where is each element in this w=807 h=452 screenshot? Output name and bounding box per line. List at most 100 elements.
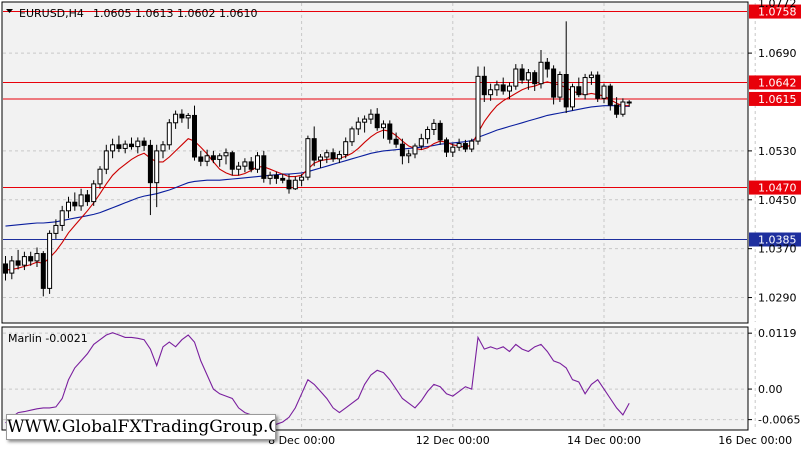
candle-body xyxy=(242,161,248,167)
candle-body xyxy=(406,153,412,157)
candle-body xyxy=(280,177,286,181)
candle-body xyxy=(349,128,355,143)
candle-body xyxy=(166,122,172,146)
candle-body xyxy=(595,74,601,99)
y-tick-label: 1.0370 xyxy=(758,243,797,256)
candle-body xyxy=(9,260,15,274)
candle-body xyxy=(412,145,418,155)
candle-body xyxy=(21,256,27,266)
time-axis: 8 Dec 00:00 12 Dec 00:00 14 Dec 00:00 16 De… xyxy=(268,434,792,447)
candle-body xyxy=(129,143,134,148)
x-tick-label: 16 Dec 00:00 xyxy=(718,434,792,447)
y-tick-label: 1.0690 xyxy=(758,47,797,60)
candle-body xyxy=(355,121,361,130)
y-tick-label: 1.0290 xyxy=(758,292,797,305)
candle-body xyxy=(72,201,78,207)
level-tag-label: 1.0758 xyxy=(758,6,797,19)
candle-body xyxy=(500,84,506,92)
level-tag-label: 1.0470 xyxy=(758,182,797,195)
candle-body xyxy=(40,253,46,289)
marlin-oscillator xyxy=(5,332,630,425)
candles xyxy=(3,21,632,297)
candle-body xyxy=(488,89,494,96)
candle-body xyxy=(324,152,330,158)
candle-body xyxy=(122,143,128,149)
candle-body xyxy=(519,68,525,81)
candle-body xyxy=(588,74,594,79)
candle-body xyxy=(141,140,147,146)
candle-body xyxy=(418,138,424,147)
indicator-tick-label: 0.00 xyxy=(758,383,783,396)
candle-body xyxy=(525,72,531,81)
candle-body xyxy=(299,176,305,181)
candle-body xyxy=(110,144,116,152)
candle-body xyxy=(147,144,153,184)
candle-body xyxy=(481,75,487,96)
level-tag-label: 1.0615 xyxy=(758,93,797,106)
candle-body xyxy=(91,183,97,203)
candle-body xyxy=(532,72,538,85)
candle-body xyxy=(362,118,368,123)
moving-averages xyxy=(5,81,630,271)
candle-body xyxy=(103,150,109,170)
candle-body xyxy=(223,152,229,157)
watermark-logo: WWW.GlobalFXTradingGroup.Com xyxy=(6,414,276,440)
candle-body xyxy=(217,155,223,160)
candle-body xyxy=(399,143,405,157)
ma-red-line xyxy=(5,81,630,271)
candle-body xyxy=(59,210,65,226)
y-tick-label: 1.0772 xyxy=(758,0,797,10)
grid-lines xyxy=(3,3,756,429)
level-tag xyxy=(749,4,801,19)
candle-body xyxy=(311,138,317,161)
candle-body xyxy=(305,138,311,178)
candle-body xyxy=(538,61,544,85)
level-tag xyxy=(749,91,801,106)
candle-body xyxy=(563,74,569,108)
candle-body xyxy=(450,146,456,153)
candle-body xyxy=(626,101,632,104)
ma-blue-line xyxy=(5,105,630,227)
candle-body xyxy=(343,141,349,156)
symbol-label: EURUSD,H4 xyxy=(19,7,84,20)
dropdown-arrow-icon[interactable] xyxy=(6,9,13,13)
level-tag xyxy=(749,75,801,90)
marlin-line xyxy=(5,332,630,425)
candle-body xyxy=(576,86,582,96)
candle-body xyxy=(47,232,53,289)
main-plot-area xyxy=(1,1,749,324)
indicator-title: Marlin -0.0021 xyxy=(8,332,88,345)
candle-body xyxy=(570,86,575,108)
level-tag xyxy=(749,180,801,195)
x-tick-label: 8 Dec 00:00 xyxy=(268,434,335,447)
candle-body xyxy=(273,174,279,179)
candle-body xyxy=(66,201,71,212)
candle-body xyxy=(551,68,557,98)
candle-body xyxy=(387,123,393,140)
candle-body xyxy=(437,122,443,141)
candle-body xyxy=(192,114,197,158)
candle-body xyxy=(330,152,336,160)
chart-header: EURUSD,H4 1.0605 1.0613 1.0602 1.0610 xyxy=(6,7,257,20)
candle-body xyxy=(261,155,267,179)
candle-body xyxy=(607,85,613,106)
candle-body xyxy=(267,174,273,179)
candle-body xyxy=(318,156,323,161)
candle-body xyxy=(116,144,122,149)
candle-body xyxy=(34,253,40,262)
y-tick-label: 1.0530 xyxy=(758,145,797,158)
candle-body xyxy=(544,61,550,70)
candle-body xyxy=(601,85,607,99)
candle-body xyxy=(475,75,481,142)
candle-body xyxy=(78,194,84,207)
candle-body xyxy=(393,138,399,145)
candle-body xyxy=(3,263,8,274)
candle-body xyxy=(15,260,21,266)
candle-body xyxy=(582,77,588,96)
candle-body xyxy=(84,194,90,203)
candle-body xyxy=(620,101,626,115)
candle-body xyxy=(456,143,462,148)
candle-body xyxy=(462,143,468,150)
indicator-tick-label: 0.0119 xyxy=(758,327,797,340)
